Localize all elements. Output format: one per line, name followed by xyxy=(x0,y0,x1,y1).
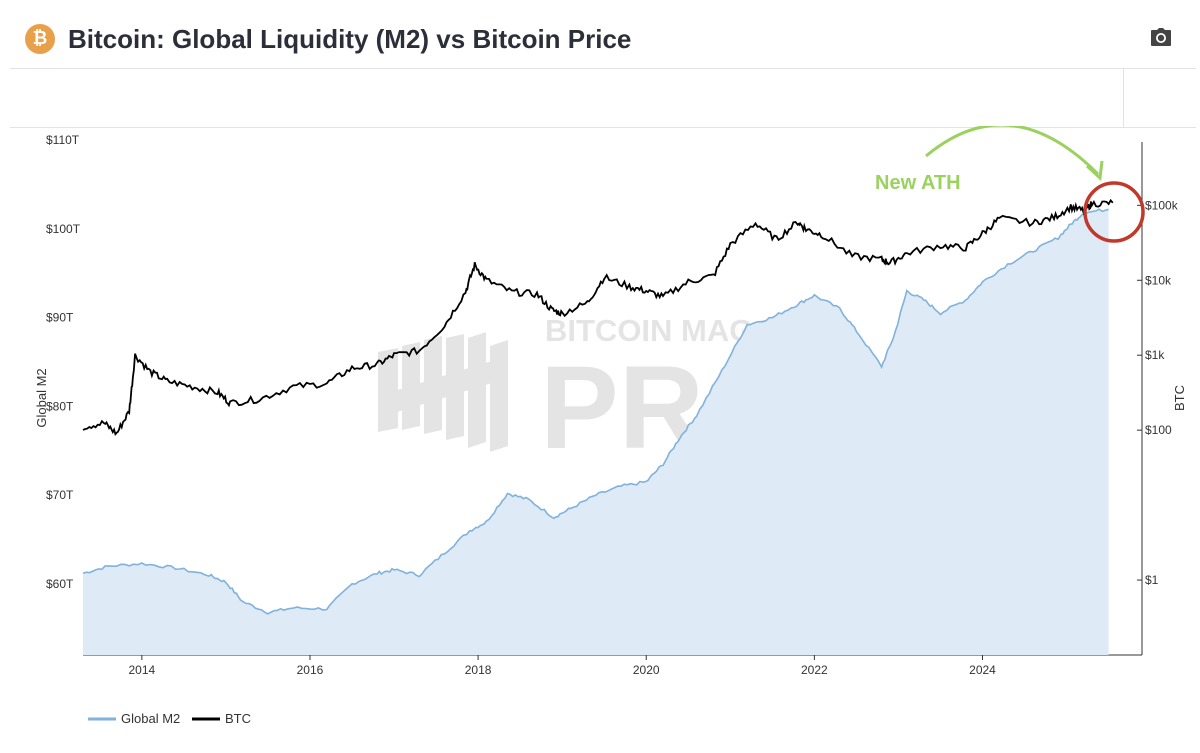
ath-circle xyxy=(1083,181,1145,243)
global-m2-area xyxy=(83,209,1109,655)
ath-arrow xyxy=(925,123,1100,176)
x-tick-label: 2016 xyxy=(297,663,324,677)
x-tick-label: 2020 xyxy=(633,663,660,677)
bitcoin-logo-glyph: ₿ xyxy=(32,28,48,49)
ath-arrow-head xyxy=(1085,160,1104,182)
btc-line[interactable] xyxy=(82,198,1114,437)
chart-area: BITCOIN MAGAZINE PRO ® 20142016201820202… xyxy=(0,123,1200,748)
y-tick-label: $100T xyxy=(46,222,81,236)
y-axis-ticks: $60T $70T $80T $90T $100T $110T xyxy=(46,133,81,591)
y2-tick-label: $100 xyxy=(1145,423,1172,437)
y2-tick-label: $100k xyxy=(1145,198,1179,212)
ath-label: New ATH xyxy=(875,172,961,194)
x-tick-label: 2024 xyxy=(969,663,996,677)
ath-annotation: New ATH xyxy=(875,123,1145,243)
legend-m2-label[interactable]: Global M2 xyxy=(121,711,180,726)
camera-icon[interactable] xyxy=(1150,27,1172,47)
x-axis-ticks: 2014 2016 2018 2020 2022 2024 xyxy=(128,655,996,677)
legend-btc-label[interactable]: BTC xyxy=(225,711,251,726)
global-m2-line[interactable] xyxy=(82,208,1109,615)
watermark-bars-icon xyxy=(378,332,508,452)
x-tick-label: 2014 xyxy=(128,663,155,677)
y-tick-label: $60T xyxy=(46,577,74,591)
y-tick-label: $80T xyxy=(46,399,74,413)
y-tick-label: $90T xyxy=(46,311,74,325)
y2-tick-label: $1k xyxy=(1145,348,1165,362)
y2-axis-ticks: $1 $100 $1k $10k $100k xyxy=(1137,198,1179,587)
chart-toolbar xyxy=(10,68,1196,128)
y2-tick-label: $1 xyxy=(1145,573,1159,587)
liquidity-vs-btc-chart[interactable]: BITCOIN MAGAZINE PRO ® 20142016201820202… xyxy=(0,123,1200,748)
y2-axis-title: BTC xyxy=(1172,385,1187,411)
chart-header: ₿ Bitcoin: Global Liquidity (M2) vs Bitc… xyxy=(0,0,1200,68)
y-tick-label: $70T xyxy=(46,488,74,502)
chart-title: Bitcoin: Global Liquidity (M2) vs Bitcoi… xyxy=(68,24,632,54)
y-tick-label: $110T xyxy=(46,133,80,147)
y-axis-title: Global M2 xyxy=(34,368,49,427)
bitcoin-logo-icon: ₿ xyxy=(25,24,55,54)
x-tick-label: 2018 xyxy=(465,663,492,677)
toolbar-divider xyxy=(1123,69,1124,127)
y2-tick-label: $10k xyxy=(1145,273,1172,287)
x-tick-label: 2022 xyxy=(801,663,828,677)
legend[interactable]: Global M2 BTC xyxy=(88,711,251,726)
